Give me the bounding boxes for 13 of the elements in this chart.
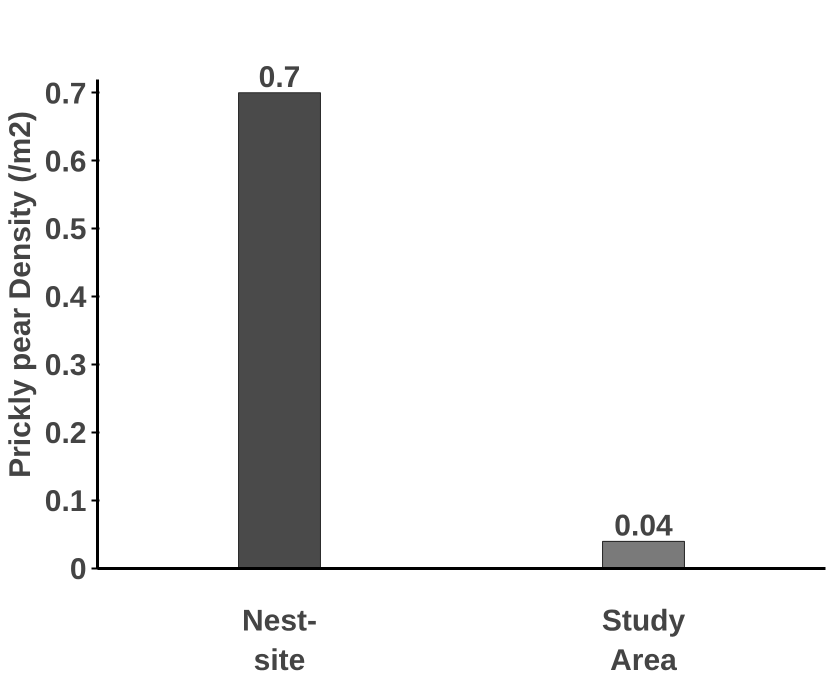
- y-tick-label: 0: [70, 553, 87, 586]
- y-tick-label: 0.4: [44, 281, 87, 314]
- data-label: 0.7: [258, 60, 300, 94]
- y-tick-label: 0.2: [44, 417, 87, 450]
- x-tick-label: Study Area: [602, 604, 686, 678]
- y-tick-label: 0.7: [44, 77, 87, 110]
- y-tick-label: 0.3: [44, 349, 87, 382]
- x-tick-label: Nest- site: [242, 604, 318, 678]
- y-tick-label: 0.1: [44, 485, 87, 518]
- data-label: 0.04: [614, 509, 674, 542]
- y-tick-label: 0.5: [44, 213, 87, 246]
- y-tick-label: 0.6: [44, 145, 87, 178]
- y-axis-title: Prickly pear Density (/m2): [4, 111, 37, 478]
